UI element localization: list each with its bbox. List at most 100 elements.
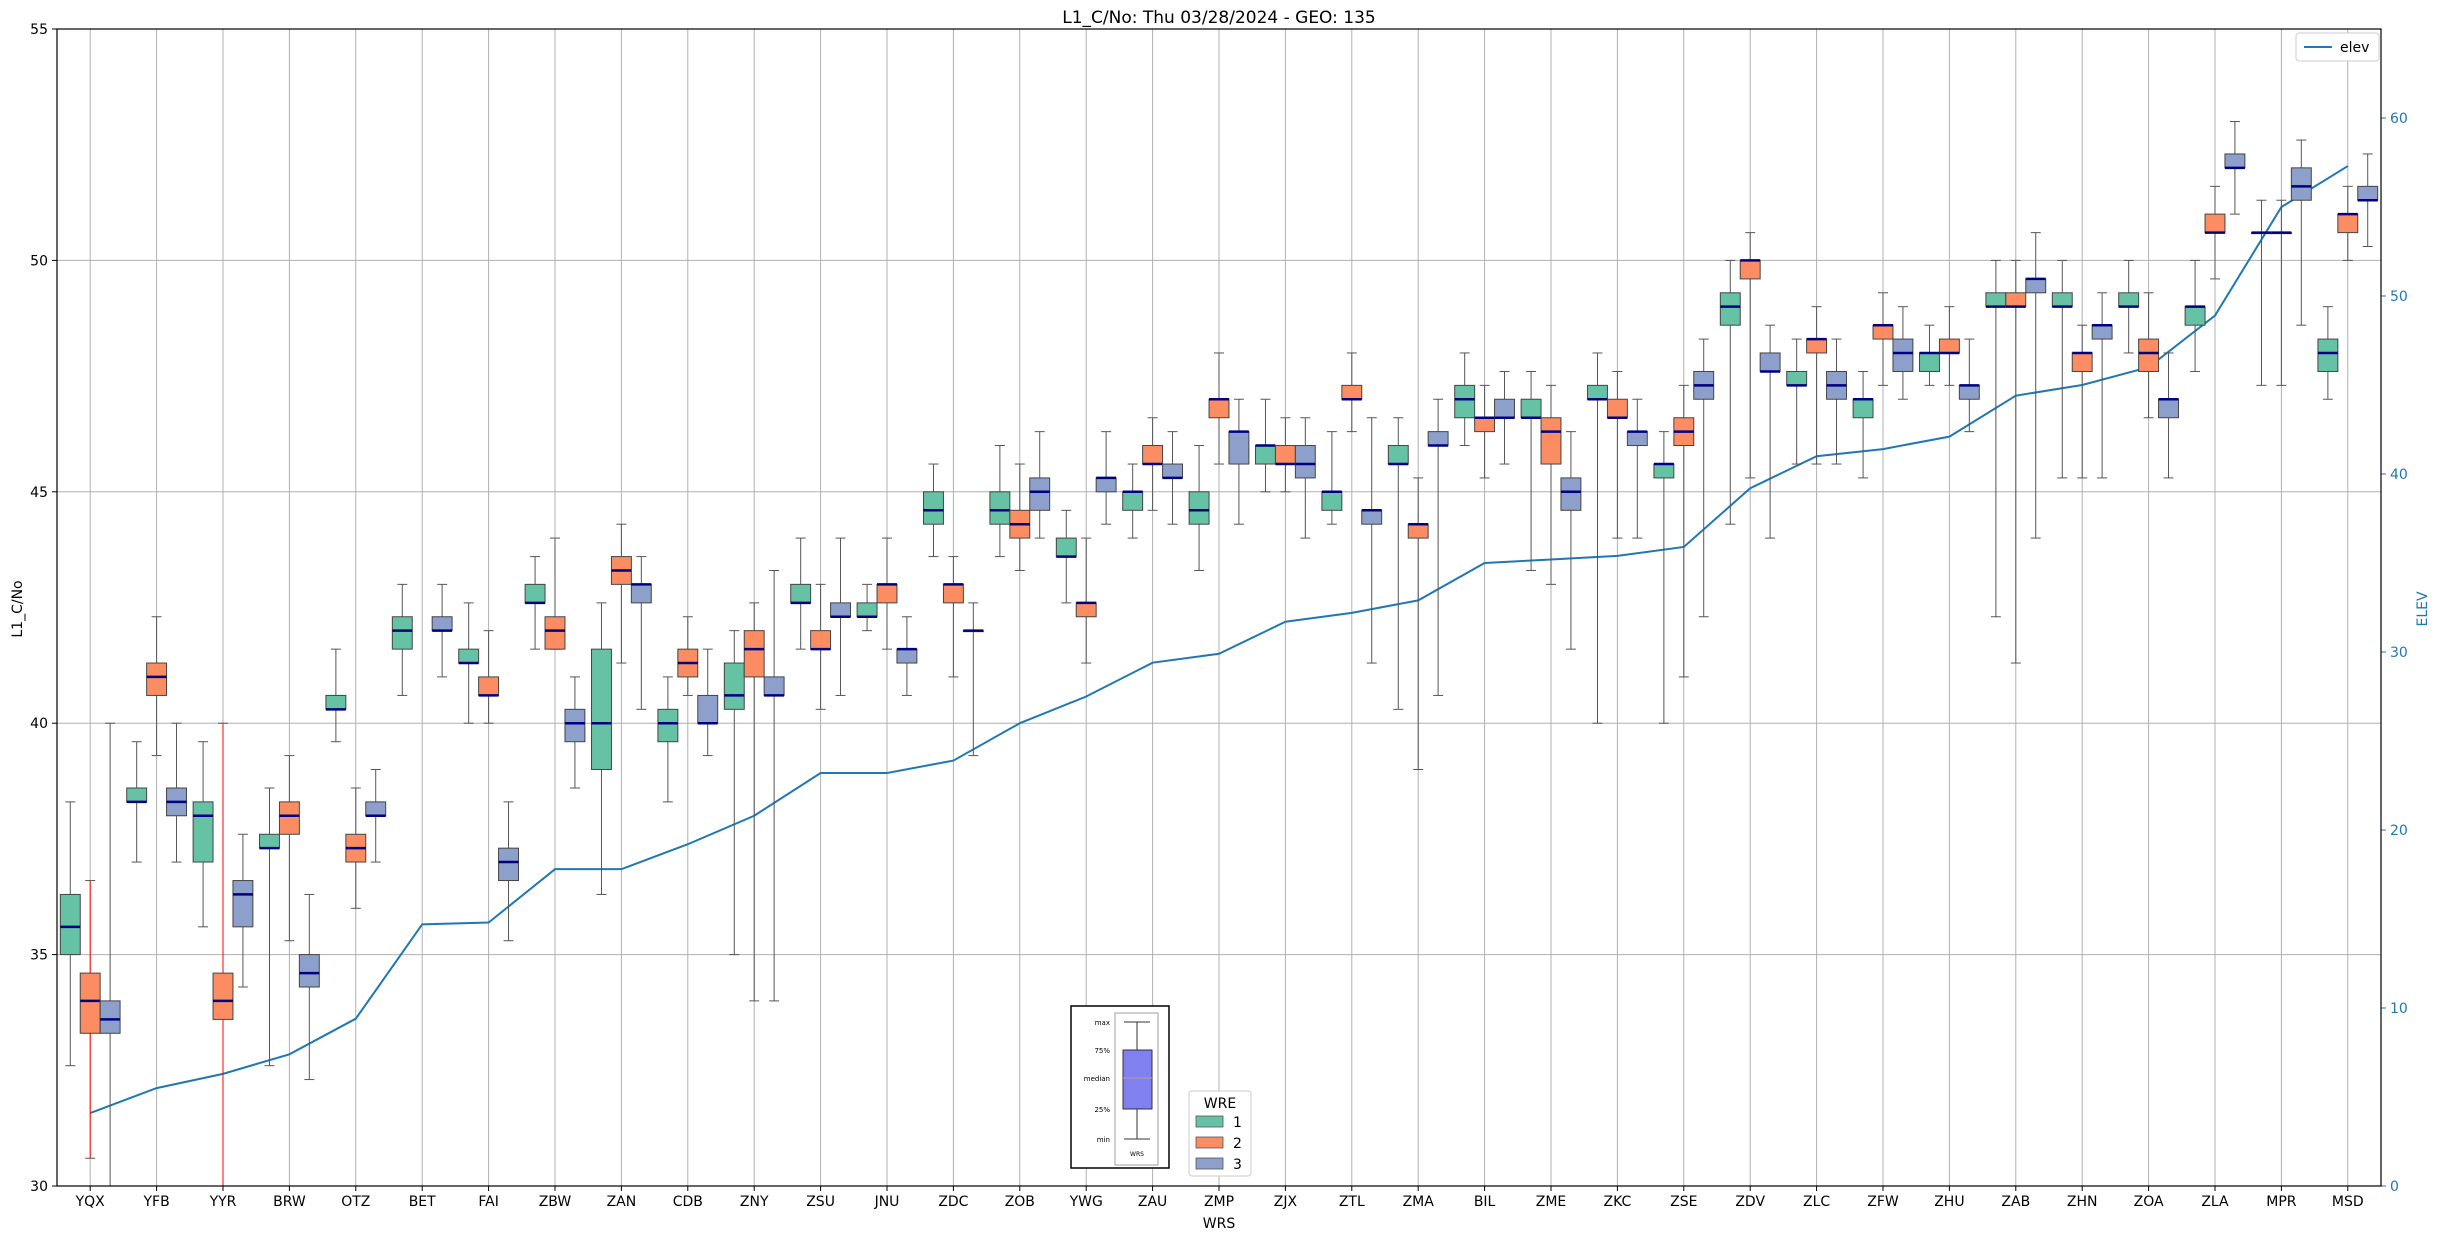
box-zjx-wre3 (1294, 417, 1316, 539)
iqr-box (2224, 153, 2246, 169)
x-tick-label: YWG (1069, 1194, 1103, 1210)
y-tick-label: 45 (30, 485, 48, 501)
x-tick-label: ZTL (1339, 1194, 1365, 1210)
box-brw-wre2 (278, 755, 300, 942)
iqr-box (1520, 398, 1542, 419)
y-tick-label: 30 (30, 1179, 48, 1195)
elev-legend: elev (2295, 32, 2380, 62)
box-zjx-wre1 (1255, 398, 1276, 493)
box-zny-wre1 (723, 630, 745, 956)
iqr-box (1122, 491, 1144, 511)
y2-tick-label: 30 (2390, 645, 2408, 661)
box-zhn-wre3 (2091, 292, 2113, 479)
iqr-box (1321, 491, 1343, 511)
iqr-box (298, 954, 320, 988)
iqr-box (1142, 445, 1164, 465)
iqr-box (1188, 491, 1210, 525)
box-zdc-wre3 (962, 602, 984, 757)
iqr-box (2158, 398, 2179, 419)
iqr-box (259, 833, 280, 849)
box-ywg-wre3 (1095, 431, 1117, 525)
elev-line (89, 165, 2349, 1114)
box-zob-wre1 (989, 445, 1011, 558)
iqr-box (896, 648, 918, 664)
inset-label-75: 75% (1094, 1047, 1110, 1055)
x-tick-label: YYR (209, 1194, 237, 1210)
x-tick-label: ZDV (1735, 1194, 1765, 1210)
box-zny-wre3 (763, 569, 785, 1002)
iqr-box (923, 491, 944, 525)
iqr-box (2091, 324, 2113, 340)
box-yfb-wre1 (126, 741, 148, 863)
x-tick-label: YQX (75, 1194, 106, 1210)
wre-legend-label-3: 3 (1233, 1157, 1242, 1173)
wre-legend-title: WRE (1204, 1096, 1236, 1112)
iqr-box (2118, 292, 2140, 308)
iqr-box (989, 491, 1011, 525)
box-otz-wre2 (345, 787, 367, 909)
x-axis-label: WRS (1203, 1216, 1236, 1232)
box-zmp-wre3 (1228, 398, 1250, 525)
x-tick-label: ZKC (1604, 1194, 1632, 1210)
x-tick-label: BIL (1474, 1194, 1496, 1210)
elev-legend-label: elev (2340, 40, 2369, 56)
y-tick-label: 50 (30, 253, 48, 269)
box-cdb-wre2 (677, 616, 699, 696)
x-tick-label: ZLA (2201, 1194, 2229, 1210)
iqr-box (1540, 417, 1562, 465)
box-bet-wre3 (431, 583, 453, 678)
iqr-box (591, 648, 612, 770)
x-tick-label: MSD (2332, 1194, 2364, 1210)
iqr-box (1653, 463, 1675, 479)
x-tick-label: ZJX (1274, 1194, 1298, 1210)
box-msd-wre3 (2357, 153, 2379, 248)
iqr-box (1626, 431, 1648, 447)
iqr-box (431, 616, 453, 632)
iqr-box (146, 662, 168, 696)
iqr-box (2204, 213, 2226, 234)
box-zab-wre1 (1985, 259, 2007, 618)
iqr-box (59, 893, 81, 956)
y2-tick-label: 50 (2390, 289, 2408, 305)
box-zoa-wre3 (2158, 352, 2179, 479)
y2-tick-label: 20 (2390, 823, 2408, 839)
iqr-box (1387, 445, 1409, 465)
wre-legend: WRE 1 2 3 (1188, 1090, 1252, 1177)
iqr-box (942, 583, 964, 604)
box-zme-wre1 (1520, 370, 1542, 571)
box-yyr-wre2 (212, 722, 234, 1187)
box-zan-wre3 (630, 556, 652, 710)
box-zme-wre2 (1540, 384, 1562, 585)
box-zoa-wre2 (2138, 292, 2160, 419)
box-zob-wre2 (1009, 463, 1031, 571)
iqr-box (1852, 398, 1874, 419)
iqr-box (697, 694, 719, 724)
iqr-box (1919, 352, 1940, 372)
box-jnu-wre2 (876, 537, 898, 650)
x-tick-label: ZBW (539, 1194, 572, 1210)
iqr-box (1719, 292, 1741, 326)
box-bil-wre3 (1494, 370, 1515, 465)
iqr-box (2138, 338, 2160, 372)
x-tick-label: ZOA (2134, 1194, 2164, 1210)
box-zob-wre3 (1029, 431, 1051, 539)
x-tick-label: ZAB (2001, 1194, 2030, 1210)
box-mpr-wre3 (2290, 139, 2312, 326)
iqr-box (1739, 259, 1761, 280)
x-tick-label: OTZ (341, 1194, 370, 1210)
box-ztl-wre2 (1341, 352, 1363, 433)
y2-axis-label: ELEV (2415, 591, 2431, 626)
iqr-box (1407, 523, 1429, 539)
iqr-box (1938, 338, 1960, 354)
box-zdv-wre3 (1759, 324, 1781, 539)
iqr-box (564, 708, 586, 743)
box-fai-wre2 (478, 630, 500, 724)
x-tick-label: ZAU (1138, 1194, 1167, 1210)
iqr-box (458, 648, 480, 664)
iqr-box (2005, 292, 2027, 308)
box-ywg-wre1 (1055, 509, 1077, 604)
box-zse-wre2 (1673, 384, 1695, 678)
box-zlc-wre3 (1826, 338, 1847, 465)
iqr-box (1055, 537, 1077, 558)
